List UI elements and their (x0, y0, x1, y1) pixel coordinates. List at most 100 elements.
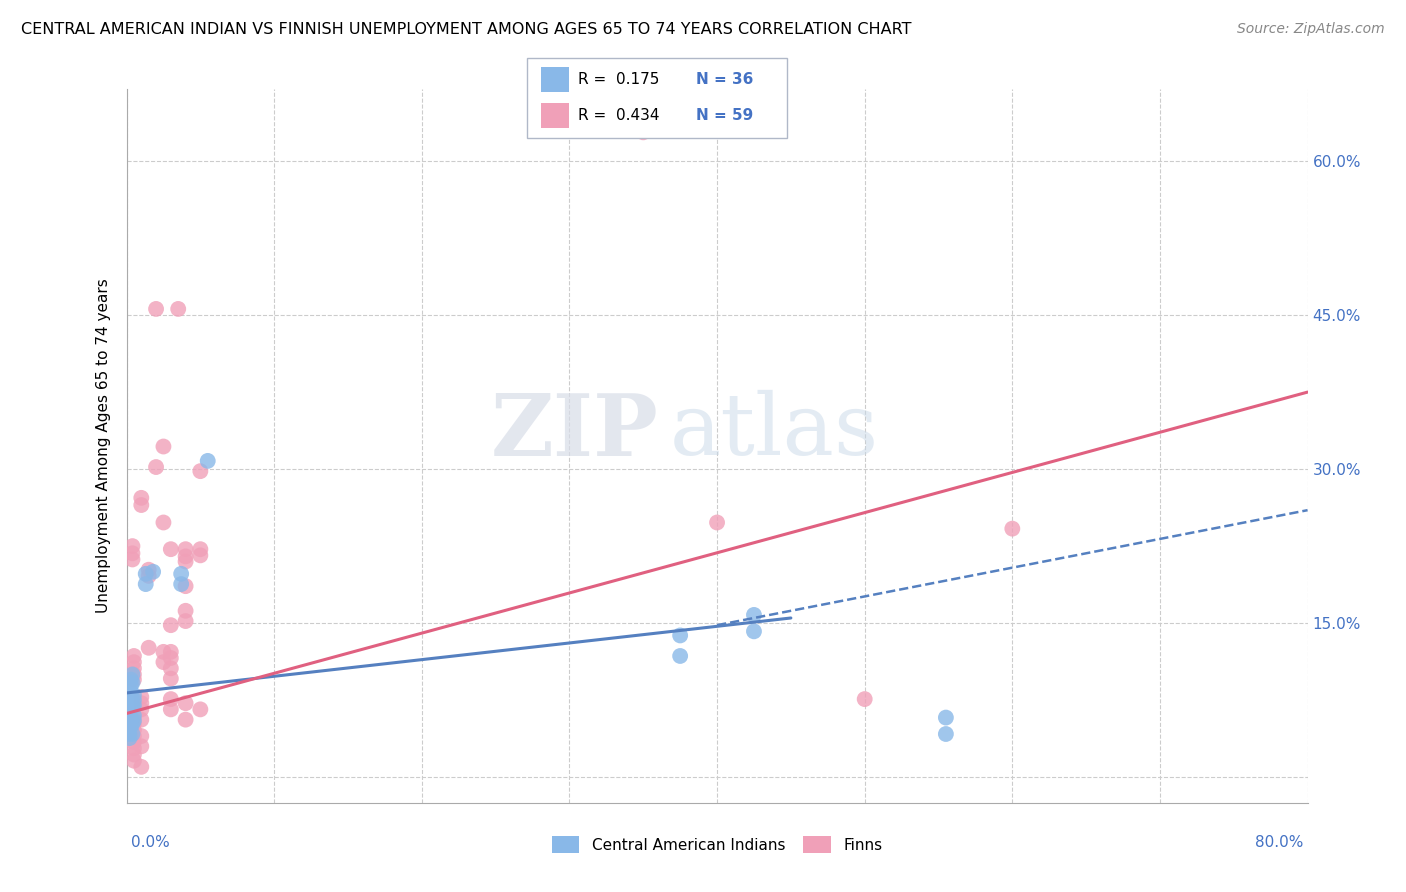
Point (120, 673, 142, 687)
Point (122, 708, 145, 723)
Text: R =  0.434: R = 0.434 (578, 108, 659, 122)
Point (121, 539, 143, 553)
Point (120, 713, 142, 727)
Point (117, 681, 139, 696)
Point (167, 301, 190, 316)
Point (631, 125, 654, 139)
Point (152, 655, 174, 669)
Point (122, 693, 145, 707)
Point (152, 645, 174, 659)
Point (129, 729, 153, 743)
Point (159, 645, 183, 659)
Point (122, 735, 145, 749)
Point (121, 546, 143, 560)
Point (170, 577, 193, 591)
Point (159, 661, 183, 675)
Point (145, 460, 167, 475)
Point (138, 563, 160, 577)
Text: N = 36: N = 36 (696, 72, 754, 87)
Point (170, 566, 193, 581)
Text: N = 59: N = 59 (696, 108, 754, 122)
Point (120, 719, 142, 733)
Text: atlas: atlas (669, 390, 879, 474)
Point (159, 618, 183, 632)
Point (121, 675, 143, 690)
Point (152, 516, 174, 530)
Point (129, 690, 153, 704)
Text: Source: ZipAtlas.com: Source: ZipAtlas.com (1237, 22, 1385, 37)
Point (129, 739, 153, 754)
Text: CENTRAL AMERICAN INDIAN VS FINNISH UNEMPLOYMENT AMONG AGES 65 TO 74 YEARS CORREL: CENTRAL AMERICAN INDIAN VS FINNISH UNEMP… (21, 22, 911, 37)
Point (135, 566, 157, 581)
Point (121, 552, 143, 566)
Point (174, 614, 197, 628)
Point (121, 667, 143, 681)
Point (174, 579, 197, 593)
Point (159, 542, 183, 557)
Point (117, 706, 139, 721)
Point (122, 729, 145, 743)
Point (174, 604, 197, 618)
Point (122, 741, 145, 756)
Point (669, 648, 692, 663)
Point (122, 747, 145, 762)
Point (121, 716, 143, 731)
Point (121, 727, 143, 741)
Point (174, 713, 197, 727)
Y-axis label: Unemployment Among Ages 65 to 74 years: Unemployment Among Ages 65 to 74 years (96, 278, 111, 614)
Text: 80.0%: 80.0% (1256, 836, 1303, 850)
Point (935, 727, 957, 741)
Point (122, 688, 145, 702)
Point (174, 542, 197, 557)
Point (742, 624, 765, 639)
Point (174, 554, 197, 568)
Point (129, 760, 153, 774)
Point (117, 686, 139, 700)
Point (122, 698, 145, 713)
Point (122, 648, 145, 663)
Point (122, 667, 145, 681)
Point (117, 678, 139, 692)
Point (122, 673, 145, 687)
Text: 0.0%: 0.0% (131, 836, 170, 850)
Point (197, 454, 219, 468)
Point (188, 542, 211, 557)
Point (129, 491, 153, 505)
Point (159, 651, 183, 665)
Point (188, 464, 211, 478)
Point (122, 655, 145, 669)
Point (135, 577, 157, 591)
Point (138, 640, 160, 655)
Point (159, 702, 183, 716)
Point (145, 301, 167, 316)
Point (159, 672, 183, 686)
Point (152, 440, 174, 454)
Point (121, 700, 143, 714)
Point (122, 723, 145, 737)
Point (142, 565, 165, 579)
Point (122, 710, 145, 724)
Point (118, 721, 141, 735)
Point (138, 569, 160, 583)
Point (129, 498, 153, 512)
Point (853, 692, 876, 706)
Point (159, 692, 183, 706)
Point (122, 754, 145, 768)
Point (174, 549, 197, 564)
Text: ZIP: ZIP (491, 390, 658, 474)
Point (122, 714, 145, 728)
Point (118, 731, 141, 745)
Point (122, 716, 145, 731)
Point (120, 678, 142, 692)
Point (129, 713, 153, 727)
Point (129, 696, 153, 710)
Text: R =  0.175: R = 0.175 (578, 72, 659, 87)
Point (129, 702, 153, 716)
Point (122, 661, 145, 675)
Point (120, 692, 142, 706)
Point (188, 702, 211, 716)
Point (188, 549, 211, 563)
Point (117, 691, 139, 706)
Point (669, 628, 692, 642)
Legend: Central American Indians, Finns: Central American Indians, Finns (546, 830, 889, 859)
